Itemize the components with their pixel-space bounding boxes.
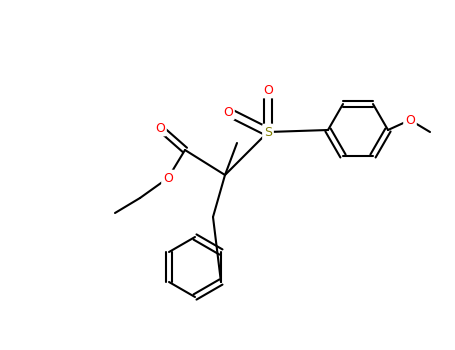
Text: O: O xyxy=(263,84,273,97)
Text: O: O xyxy=(405,113,415,126)
Text: S: S xyxy=(264,126,272,139)
Text: O: O xyxy=(155,121,165,134)
Text: O: O xyxy=(223,105,233,119)
Text: O: O xyxy=(163,172,173,184)
